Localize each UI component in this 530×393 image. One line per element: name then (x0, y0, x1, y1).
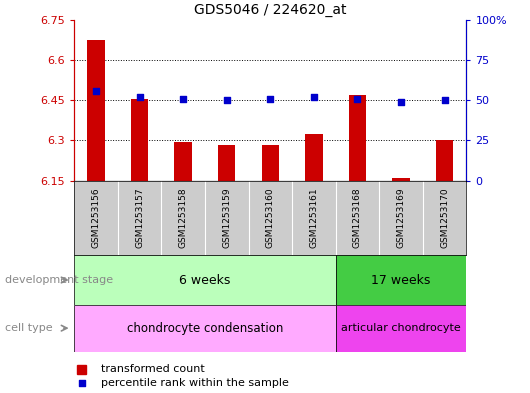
Point (77, 380, 86, 386)
Point (440, 97, 449, 103)
Text: GSM1253170: GSM1253170 (440, 188, 449, 248)
Bar (87, 40, 105, 181)
Bar (305, 134, 323, 181)
Text: chondrocyte condensation: chondrocyte condensation (127, 321, 283, 335)
Bar (74, 255, 335, 305)
Bar (436, 141, 453, 181)
Bar (262, 145, 279, 181)
Bar (335, 255, 466, 305)
Text: 17 weeks: 17 weeks (372, 274, 431, 286)
Text: percentile rank within the sample: percentile rank within the sample (101, 378, 288, 388)
Text: GSM1253160: GSM1253160 (266, 188, 275, 248)
Text: GSM1253156: GSM1253156 (92, 188, 101, 248)
Text: cell type: cell type (5, 323, 53, 333)
Point (135, 94, 144, 100)
Bar (349, 95, 366, 181)
Point (397, 99, 405, 105)
Bar (74, 305, 335, 352)
Text: articular chondrocyte: articular chondrocyte (341, 323, 461, 333)
Point (310, 94, 318, 100)
Text: development stage: development stage (5, 275, 113, 285)
Text: GSM1253157: GSM1253157 (135, 188, 144, 248)
Bar (218, 145, 235, 181)
Text: GSM1253161: GSM1253161 (310, 188, 319, 248)
Text: 6 weeks: 6 weeks (179, 274, 231, 286)
Text: GSM1253159: GSM1253159 (222, 188, 231, 248)
Point (179, 95, 188, 102)
Bar (131, 99, 148, 181)
Bar (77, 365, 86, 374)
Point (353, 95, 361, 102)
Point (266, 95, 275, 102)
Title: GDS5046 / 224620_at: GDS5046 / 224620_at (194, 3, 347, 17)
Bar (174, 142, 192, 181)
Text: GSM1253168: GSM1253168 (353, 188, 362, 248)
Point (92, 87, 100, 94)
Bar (335, 305, 466, 352)
Point (223, 97, 231, 103)
Text: GSM1253169: GSM1253169 (396, 188, 405, 248)
Text: GSM1253158: GSM1253158 (179, 188, 188, 248)
Text: transformed count: transformed count (101, 364, 205, 375)
Bar (392, 178, 410, 181)
